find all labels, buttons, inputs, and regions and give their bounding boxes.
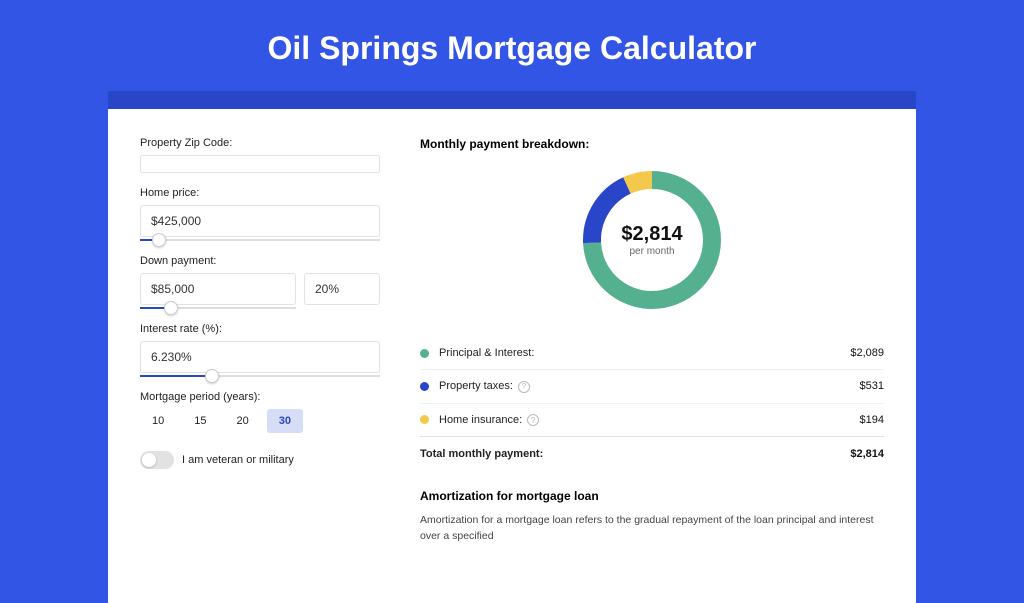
price-slider[interactable] (140, 239, 380, 241)
veteran-toggle[interactable] (140, 451, 174, 469)
amortization-text: Amortization for a mortgage loan refers … (420, 513, 884, 545)
page-title: Oil Springs Mortgage Calculator (0, 0, 1024, 91)
breakdown-label: Home insurance:? (439, 414, 860, 427)
inner-background: Property Zip Code: Home price: $425,000 … (108, 91, 916, 603)
toggle-knob (142, 453, 156, 467)
period-option-30[interactable]: 30 (267, 409, 303, 433)
legend-dot (420, 382, 429, 391)
total-label: Total monthly payment: (420, 448, 850, 460)
breakdown-value: $531 (860, 380, 884, 392)
info-icon[interactable]: ? (527, 414, 539, 426)
breakdown-row: Principal & Interest:$2,089 (420, 337, 884, 369)
total-value: $2,814 (850, 448, 884, 460)
legend-dot (420, 415, 429, 424)
breakdown-column: Monthly payment breakdown: $2,814 per mo… (420, 137, 884, 603)
calculator-card: Property Zip Code: Home price: $425,000 … (108, 109, 916, 603)
down-field: Down payment: $85,000 20% (140, 255, 380, 309)
donut-sublabel: per month (629, 246, 674, 257)
breakdown-label: Principal & Interest: (439, 347, 850, 359)
period-option-20[interactable]: 20 (225, 409, 261, 433)
donut-chart-wrap: $2,814 per month (420, 165, 884, 315)
price-field: Home price: $425,000 (140, 187, 380, 241)
rate-input[interactable]: 6.230% (140, 341, 380, 373)
down-slider-thumb[interactable] (164, 301, 178, 315)
breakdown-value: $2,089 (850, 347, 884, 359)
veteran-row: I am veteran or military (140, 451, 380, 469)
form-column: Property Zip Code: Home price: $425,000 … (140, 137, 380, 603)
down-percent-input[interactable]: 20% (304, 273, 380, 305)
period-option-10[interactable]: 10 (140, 409, 176, 433)
donut-center: $2,814 per month (577, 165, 727, 315)
price-slider-thumb[interactable] (152, 233, 166, 247)
veteran-label: I am veteran or military (182, 454, 294, 466)
price-label: Home price: (140, 187, 380, 199)
rate-field: Interest rate (%): 6.230% (140, 323, 380, 377)
price-input[interactable]: $425,000 (140, 205, 380, 237)
total-row: Total monthly payment: $2,814 (420, 436, 884, 471)
down-label: Down payment: (140, 255, 380, 267)
rate-label: Interest rate (%): (140, 323, 380, 335)
legend-dot (420, 349, 429, 358)
down-amount-input[interactable]: $85,000 (140, 273, 296, 305)
donut-chart: $2,814 per month (577, 165, 727, 315)
period-option-15[interactable]: 15 (182, 409, 218, 433)
zip-input[interactable] (140, 155, 380, 173)
breakdown-label: Property taxes:? (439, 380, 860, 393)
zip-field: Property Zip Code: (140, 137, 380, 173)
info-icon[interactable]: ? (518, 381, 530, 393)
breakdown-row: Home insurance:?$194 (420, 403, 884, 437)
rate-slider-thumb[interactable] (205, 369, 219, 383)
period-field: Mortgage period (years): 1015 2030 (140, 391, 380, 433)
donut-amount: $2,814 (621, 223, 682, 246)
breakdown-title: Monthly payment breakdown: (420, 137, 884, 151)
rate-slider[interactable] (140, 375, 380, 377)
amortization-title: Amortization for mortgage loan (420, 489, 884, 503)
down-slider[interactable] (140, 307, 296, 309)
period-label: Mortgage period (years): (140, 391, 380, 403)
breakdown-row: Property taxes:?$531 (420, 369, 884, 403)
breakdown-value: $194 (860, 414, 884, 426)
zip-label: Property Zip Code: (140, 137, 380, 149)
